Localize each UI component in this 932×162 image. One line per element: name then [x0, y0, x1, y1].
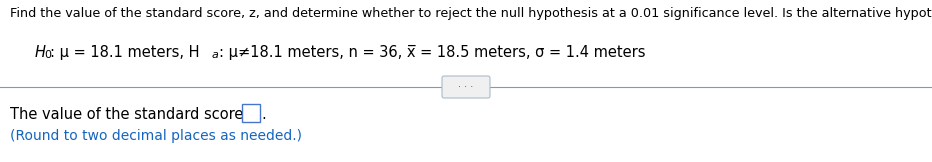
Text: Find the value of the standard score, z, and determine whether to reject the nul: Find the value of the standard score, z,… [10, 7, 932, 20]
Text: .: . [261, 107, 266, 122]
Text: (Round to two decimal places as needed.): (Round to two decimal places as needed.) [10, 129, 302, 143]
Text: H: H [35, 45, 46, 60]
Text: 0: 0 [44, 50, 51, 60]
Text: The value of the standard score is: The value of the standard score is [10, 107, 260, 122]
Text: : μ≠18.1 meters, n = 36, x̅ = 18.5 meters, σ = 1.4 meters: : μ≠18.1 meters, n = 36, x̅ = 18.5 meter… [219, 45, 646, 60]
Text: : μ = 18.1 meters, H: : μ = 18.1 meters, H [50, 45, 199, 60]
Text: · · ·: · · · [459, 82, 473, 92]
FancyBboxPatch shape [442, 76, 490, 98]
Text: a: a [212, 50, 219, 60]
FancyBboxPatch shape [242, 104, 260, 122]
